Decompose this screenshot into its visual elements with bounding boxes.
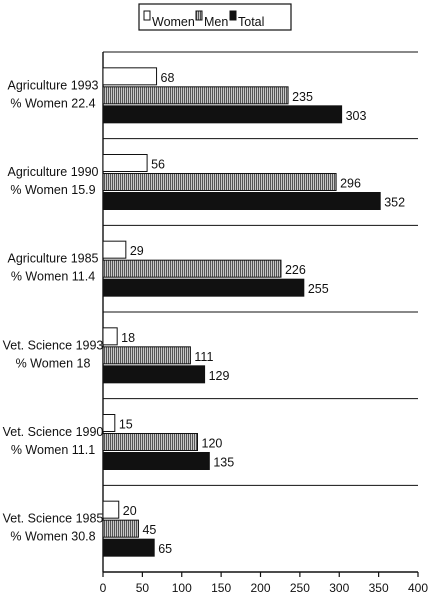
data-label-women: 20 [123,504,137,518]
category-label: Vet. Science 1990 [3,425,104,439]
legend-box [138,3,292,31]
category-label: % Women 18 [16,356,91,370]
legend-swatch-men [195,10,203,21]
data-label-men: 45 [142,523,156,537]
category-label: Vet. Science 1985 [3,512,104,526]
bar-total [102,365,206,384]
category-label: % Women 15.9 [10,183,95,197]
bar-men [102,86,289,105]
plot-area: Agriculture 1993 % Women 22.4 68 235 303 Agri… [3,51,428,595]
category-label: Agriculture 1985 [7,252,98,266]
category-label: Agriculture 1990 [7,165,98,179]
data-label-women: 15 [119,418,133,432]
x-tick-label: 200 [250,581,270,595]
x-tick-label: 250 [290,581,310,595]
x-tick-label: 50 [136,581,150,595]
bar-men [102,433,198,451]
category-label: % Women 11.4 [11,270,95,284]
bar-women [102,500,120,519]
bar-women [102,154,148,172]
bar-women [102,67,158,86]
data-label-total: 255 [308,282,329,296]
bar-total [102,452,210,470]
bar-men [102,519,139,538]
bar-total [102,192,381,210]
data-label-women: 18 [121,331,135,345]
legend-label-total: Total [238,15,264,29]
x-tick-label: 0 [100,581,107,595]
bar-women [102,240,127,259]
category-label: % Women 30.8 [10,530,95,544]
category-label: % Women 11.1 [11,443,95,457]
bar-total [102,105,343,124]
legend-label-men: Men [204,15,228,29]
x-tick-label: 300 [329,581,349,595]
data-label-men: 296 [340,177,361,191]
legend-swatch-total [229,10,237,21]
data-label-women: 29 [130,244,144,258]
bar-men [102,173,337,191]
x-tick-label: 100 [172,581,192,595]
data-label-women: 68 [161,71,175,85]
bar-total [102,278,305,297]
legend: Women Men Total [138,3,292,31]
bar-women [102,414,116,432]
x-tick-label: 150 [211,581,231,595]
bar-total [102,538,155,557]
data-label-men: 111 [194,350,213,364]
x-tick-label: 350 [369,581,389,595]
data-label-total: 135 [213,456,234,470]
legend-label-women: Women [152,15,195,29]
data-label-men: 235 [292,90,313,104]
legend-swatch-women [143,10,151,21]
category-label: Agriculture 1993 [7,78,98,92]
category-label: Vet. Science 1993 [3,338,104,352]
bar-men [102,259,282,278]
data-label-total: 352 [384,196,405,210]
data-label-total: 303 [346,109,367,123]
data-label-men: 226 [285,263,306,277]
data-label-total: 65 [158,542,172,556]
data-label-women: 56 [151,158,165,172]
bar-men [102,346,191,365]
data-label-men: 120 [202,437,223,451]
x-tick-label: 400 [408,581,428,595]
category-label: % Women 22.4 [10,96,95,110]
data-label-total: 129 [209,369,230,383]
bar-women [102,327,118,346]
